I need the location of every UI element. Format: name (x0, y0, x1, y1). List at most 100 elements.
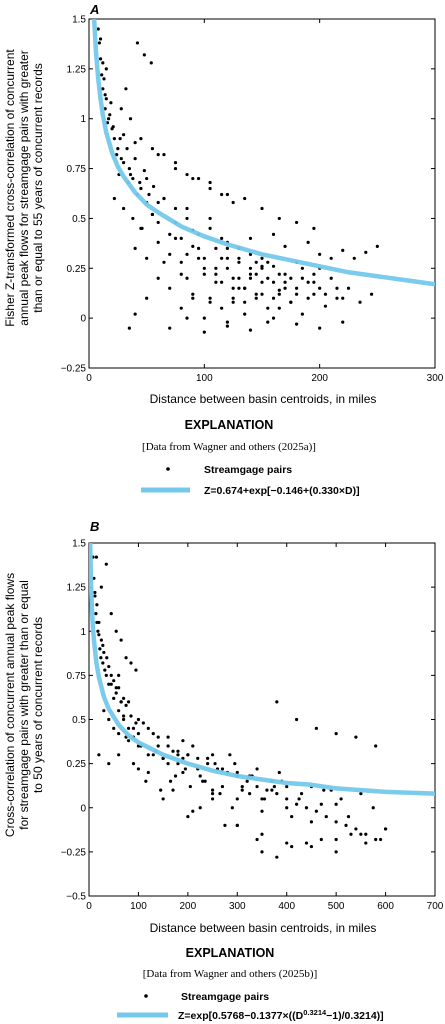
data-point (235, 823, 239, 828)
data-point (151, 732, 155, 736)
data-point (359, 792, 363, 796)
data-point (94, 612, 98, 616)
data-point (119, 107, 123, 111)
data-point (214, 266, 218, 270)
y-tick-label: 0.75 (67, 164, 87, 175)
data-point (124, 656, 128, 660)
data-point (237, 276, 241, 280)
data-point (144, 779, 148, 783)
data-point (131, 176, 135, 181)
data-point (230, 806, 234, 810)
data-point (168, 326, 172, 330)
data-point (133, 141, 137, 145)
data-point (231, 200, 235, 205)
y-tick-label: −0.25 (61, 364, 87, 375)
data-point (112, 137, 116, 141)
data-point (134, 668, 138, 672)
data-point (131, 216, 135, 221)
data-point (185, 206, 189, 211)
data-point (96, 27, 100, 31)
data-point (139, 137, 143, 141)
data-point (306, 240, 310, 244)
data-point (208, 186, 212, 191)
data-point (208, 216, 212, 221)
data-point (283, 244, 287, 248)
data-point (210, 753, 215, 757)
data-point (156, 220, 160, 225)
data-point (202, 330, 206, 334)
data-point (312, 292, 316, 296)
plot-frame (88, 542, 436, 897)
y-axis-label-line-1: Cross-correlation of concurrent annual p… (3, 573, 17, 837)
panel-label-a: A (89, 2, 99, 17)
y-tick-label: 0.25 (67, 759, 87, 770)
data-point (208, 180, 212, 185)
data-point (231, 300, 235, 304)
data-point (341, 296, 345, 300)
data-point (277, 770, 281, 775)
data-point (142, 53, 146, 57)
data-point (97, 41, 101, 45)
data-point (358, 300, 362, 304)
y-tick-label: 0 (80, 803, 86, 814)
data-point (103, 668, 107, 672)
data-point (206, 762, 210, 766)
data-point (299, 792, 304, 796)
data-point (248, 792, 252, 796)
data-point (173, 166, 178, 171)
data-point (254, 292, 258, 296)
data-point (145, 176, 149, 181)
data-point (240, 788, 244, 792)
data-point (109, 101, 113, 105)
data-point (196, 256, 201, 260)
data-point (314, 726, 318, 730)
data-point (271, 316, 276, 320)
data-point (171, 788, 175, 792)
data-point (102, 77, 106, 81)
data-point (171, 749, 175, 753)
data-point (125, 147, 129, 151)
data-point (271, 280, 276, 284)
data-point (206, 756, 210, 760)
data-point (235, 770, 239, 775)
data-point (354, 827, 358, 831)
data-point (127, 326, 131, 330)
data-point (260, 266, 264, 270)
data-point (295, 286, 299, 290)
data-point (255, 784, 259, 789)
data-point (146, 753, 150, 757)
data-point (306, 280, 310, 284)
data-point (156, 200, 160, 205)
equation-exponent: 0.3214 (303, 1008, 327, 1017)
data-point (179, 306, 183, 310)
data-point (203, 779, 207, 783)
data-point (101, 61, 105, 65)
y-tick-label: 0 (80, 314, 86, 325)
y-tick-label: 1.25 (67, 64, 87, 75)
data-point (231, 286, 235, 290)
data-point (142, 168, 146, 173)
data-point (245, 779, 249, 783)
data-point (228, 753, 232, 757)
data-point (131, 726, 136, 730)
data-point (97, 633, 101, 637)
data-point (122, 717, 126, 722)
data-point (150, 212, 155, 217)
x-tick-label: 300 (229, 901, 246, 912)
data-point (150, 147, 155, 151)
data-point (107, 762, 111, 766)
data-point (304, 806, 309, 810)
data-point (223, 823, 227, 828)
x-tick-label: 200 (180, 901, 197, 912)
data-point (235, 797, 239, 801)
y-tick-label: 0.5 (72, 214, 86, 225)
data-point (254, 260, 258, 264)
data-point (318, 252, 322, 256)
y-axis-label-a: Fisher Z-transformed cross-correlation o… (3, 49, 45, 327)
data-point (146, 770, 150, 775)
data-point (156, 276, 160, 280)
data-point (136, 732, 141, 736)
data-point (133, 312, 137, 316)
data-point (295, 220, 299, 225)
data-point (210, 788, 215, 792)
